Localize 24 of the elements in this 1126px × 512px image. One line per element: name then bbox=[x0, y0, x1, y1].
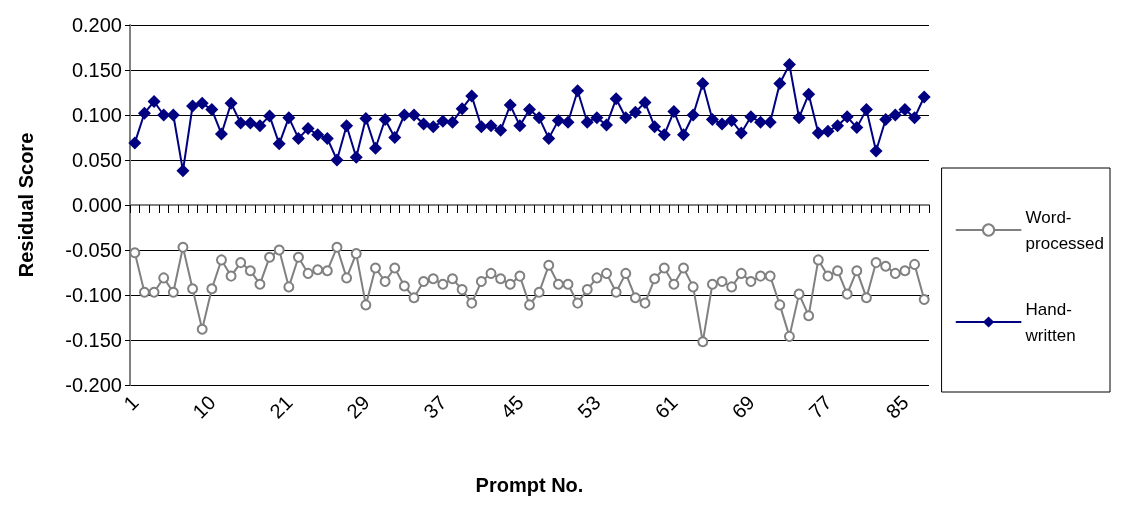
legend-label: Word-processed bbox=[1025, 207, 1104, 253]
x-tick-label: 61 bbox=[650, 391, 682, 423]
x-tick-label: 1 bbox=[119, 391, 143, 415]
y-axis-title: Residual Score bbox=[15, 132, 37, 278]
legend-label: Hand-written bbox=[1024, 299, 1076, 345]
x-axis-title: Prompt No. bbox=[475, 474, 584, 496]
y-tick-label: -0.200 bbox=[65, 374, 122, 396]
x-tick-label: 69 bbox=[727, 391, 759, 423]
y-tick-label: 0.150 bbox=[71, 59, 122, 81]
x-tick-label: 45 bbox=[496, 391, 528, 423]
y-tick-label: 0.100 bbox=[71, 104, 122, 126]
x-tick-label: 29 bbox=[342, 391, 374, 423]
y-tick-label: -0.100 bbox=[65, 284, 122, 306]
x-tick-label: 21 bbox=[265, 391, 297, 423]
x-tick-label: 10 bbox=[188, 391, 220, 423]
x-tick-label: 77 bbox=[804, 391, 836, 423]
x-tick-label: 85 bbox=[881, 391, 913, 423]
x-tick-label: 37 bbox=[419, 391, 451, 423]
x-tick-label: 53 bbox=[573, 391, 605, 423]
y-tick-label: 0.050 bbox=[71, 149, 122, 171]
y-tick-label: -0.150 bbox=[65, 329, 122, 351]
y-tick-label: 0.200 bbox=[71, 14, 122, 36]
y-tick-label: -0.050 bbox=[65, 239, 122, 261]
y-tick-label: 0.000 bbox=[71, 194, 122, 216]
